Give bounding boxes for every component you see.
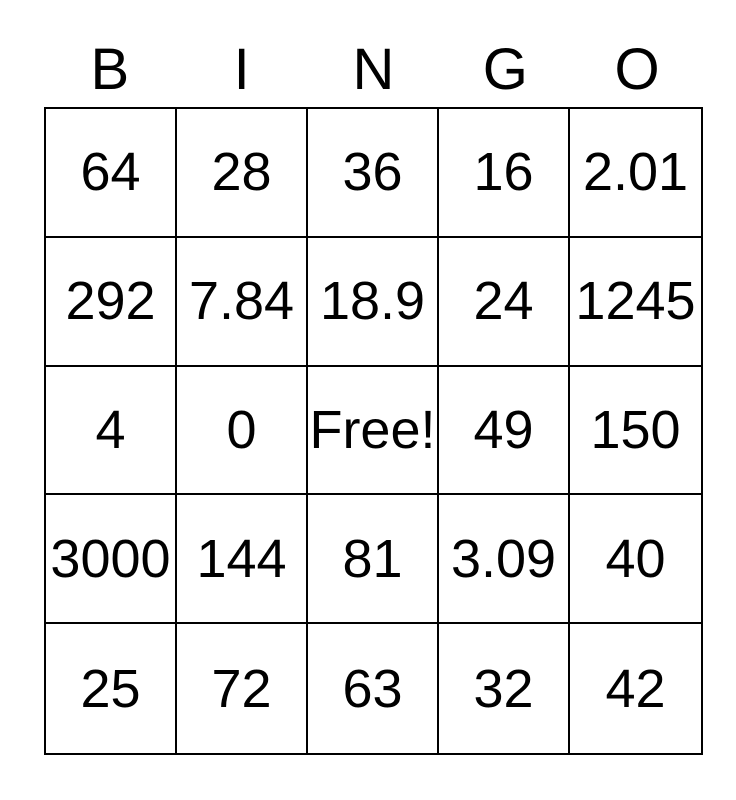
bingo-cell-r3c3[interactable]: 3.09 (439, 495, 570, 625)
bingo-cell-r0c0[interactable]: 64 (46, 109, 177, 238)
bingo-cell-r1c4[interactable]: 1245 (570, 237, 701, 367)
bingo-cell-r3c0[interactable]: 3000 (46, 495, 177, 625)
bingo-cell-r0c3[interactable]: 16 (439, 109, 570, 238)
header-letter-g: G (482, 37, 528, 102)
bingo-cell-r3c1[interactable]: 144 (177, 495, 308, 625)
bingo-cell-r4c2[interactable]: 63 (308, 624, 439, 753)
bingo-cell-r1c1[interactable]: 7.84 (177, 237, 308, 367)
bingo-cell-r1c3[interactable]: 24 (439, 237, 570, 367)
header-letter-i: I (233, 37, 250, 102)
header-letter-n: N (352, 37, 395, 102)
bingo-cell-r2c1[interactable]: 0 (177, 366, 308, 496)
bingo-cell-r4c4[interactable]: 42 (570, 624, 701, 753)
bingo-cell-free-space[interactable]: Free! (308, 366, 439, 496)
bingo-cell-r0c4[interactable]: 2.01 (570, 109, 701, 238)
bingo-cell-r2c0[interactable]: 4 (46, 366, 177, 496)
bingo-header: B I N G O (44, 38, 703, 102)
header-letter-b: B (90, 37, 130, 102)
bingo-grid: 64 28 36 16 2.01 292 7.84 18.9 24 1245 4… (44, 107, 703, 755)
bingo-cell-r3c4[interactable]: 40 (570, 495, 701, 625)
header-letter-o: O (614, 37, 660, 102)
bingo-cell-r1c0[interactable]: 292 (46, 237, 177, 367)
bingo-cell-r2c4[interactable]: 150 (570, 366, 701, 496)
bingo-cell-r4c0[interactable]: 25 (46, 624, 177, 753)
bingo-cell-r4c1[interactable]: 72 (177, 624, 308, 753)
bingo-cell-r0c2[interactable]: 36 (308, 109, 439, 238)
bingo-cell-r1c2[interactable]: 18.9 (308, 237, 439, 367)
bingo-cell-r3c2[interactable]: 81 (308, 495, 439, 625)
bingo-cell-r4c3[interactable]: 32 (439, 624, 570, 753)
bingo-cell-r2c3[interactable]: 49 (439, 366, 570, 496)
bingo-cell-r0c1[interactable]: 28 (177, 109, 308, 238)
